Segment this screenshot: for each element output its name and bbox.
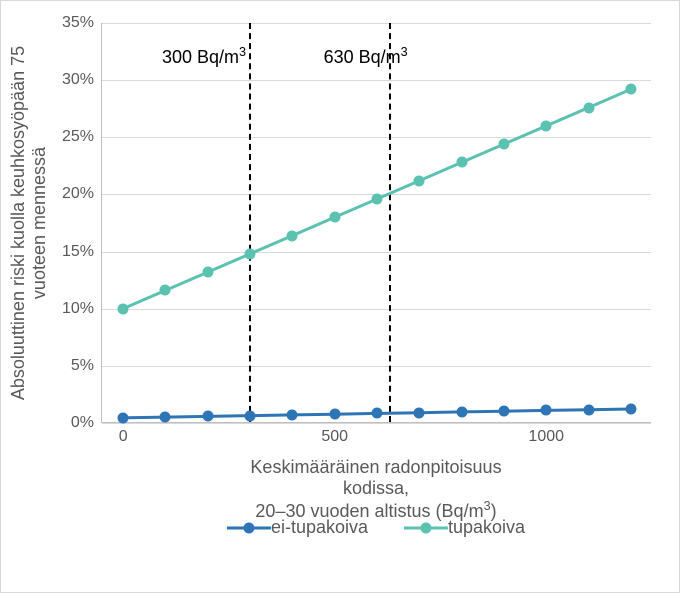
- data-point: [583, 102, 594, 113]
- x-tick-label: 0: [119, 422, 128, 446]
- y-tick-label: 0%: [71, 414, 102, 432]
- data-point: [625, 84, 636, 95]
- data-point: [287, 230, 298, 241]
- y-tick-label: 25%: [62, 128, 102, 146]
- y-tick-label: 10%: [62, 300, 102, 318]
- data-point: [118, 303, 129, 314]
- legend-label: tupakoiva: [448, 517, 525, 538]
- y-tick-label: 35%: [62, 14, 102, 32]
- legend-item: tupakoiva: [404, 517, 525, 538]
- y-tick-label: 30%: [62, 71, 102, 89]
- x-tick-label: 1000: [528, 422, 564, 446]
- y-tick-label: 5%: [71, 357, 102, 375]
- gridline: [102, 423, 651, 424]
- data-point: [245, 248, 256, 259]
- data-point: [329, 212, 340, 223]
- data-point: [160, 285, 171, 296]
- data-point: [202, 267, 213, 278]
- data-point: [372, 194, 383, 205]
- chart-container: 0%5%10%15%20%25%30%35%05001000300 Bq/m36…: [0, 0, 680, 593]
- plot-area: 0%5%10%15%20%25%30%35%05001000300 Bq/m36…: [101, 23, 651, 423]
- legend-label: ei-tupakoiva: [271, 517, 368, 538]
- data-point: [456, 157, 467, 168]
- y-tick-label: 15%: [62, 243, 102, 261]
- data-point: [541, 120, 552, 131]
- legend-item: ei-tupakoiva: [227, 517, 368, 538]
- y-axis-label: Absoluuttinen riski kuolla keuhkosyöpään…: [8, 23, 50, 423]
- x-tick-label: 500: [321, 422, 348, 446]
- legend-swatch: [227, 519, 271, 537]
- y-tick-label: 20%: [62, 185, 102, 203]
- legend-swatch: [404, 519, 448, 537]
- data-point: [414, 175, 425, 186]
- series-tupakoiva: [102, 23, 652, 423]
- data-point: [498, 139, 509, 150]
- legend: ei-tupakoiva tupakoiva: [227, 517, 525, 538]
- x-axis-label: Keskimääräinen radonpitoisuus kodissa,20…: [225, 457, 528, 522]
